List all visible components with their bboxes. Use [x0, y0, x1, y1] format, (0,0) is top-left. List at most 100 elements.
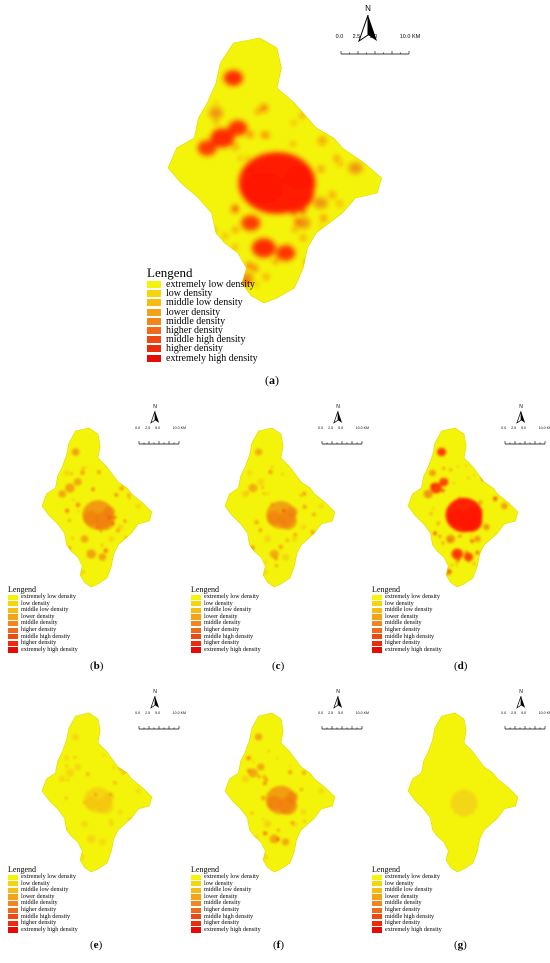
hotspot-dot — [101, 544, 104, 547]
hotspot-dot — [125, 752, 127, 755]
hotspot-dot — [442, 467, 445, 470]
legend-item: extremely high density — [147, 353, 258, 363]
legend-title: Lengend — [372, 585, 400, 594]
caption-d: (d) — [454, 660, 468, 672]
hotspot-dot — [233, 227, 238, 232]
legend-swatch — [147, 308, 161, 316]
hotspot-dot — [233, 245, 237, 249]
hotspot-dot — [62, 827, 67, 831]
hotspot-dot — [285, 244, 291, 249]
hotspot-dot — [86, 772, 90, 776]
legend-item: extremely high density — [191, 926, 261, 934]
hotspot-dot — [255, 109, 261, 114]
scale-tick-label: 0.0 — [135, 426, 141, 430]
legend-item: extremely high density — [372, 926, 442, 934]
legend-item: middle high density — [191, 913, 261, 921]
legend-title: Lengend — [8, 865, 36, 874]
hotspot-dot — [448, 570, 452, 574]
legend-swatch — [372, 614, 382, 620]
legend-label: middle density — [21, 899, 58, 907]
hotspot — [244, 172, 284, 204]
hotspot-dot — [77, 510, 79, 512]
legend-swatch — [191, 920, 201, 927]
hotspot-dot — [127, 493, 131, 496]
legend-swatch — [147, 336, 161, 344]
legend-swatch — [8, 621, 18, 627]
hotspot-dot — [223, 233, 228, 239]
north-label: N — [519, 689, 523, 695]
hotspot-dot — [280, 177, 284, 181]
hotspot — [257, 478, 265, 486]
legend-item: middle low density — [8, 887, 78, 894]
scale-tick-label: 5.0 — [338, 426, 344, 430]
hotspot-dot — [307, 861, 309, 863]
legend-label: middle density — [166, 315, 226, 327]
hotspot-dot — [300, 208, 306, 214]
hotspot — [254, 448, 263, 456]
hotspot — [208, 107, 224, 119]
hotspot-dot — [476, 520, 481, 524]
hotspot-dot — [123, 519, 127, 523]
scale-bar-graphic — [138, 440, 180, 444]
density-hotspots — [450, 789, 478, 817]
legend-label: higher density — [204, 639, 240, 647]
hotspot-dot — [492, 480, 496, 483]
legend-item: higher density — [191, 640, 261, 647]
legend-label: higher density — [166, 324, 223, 336]
scale-bar-graphic — [504, 440, 546, 444]
hotspot-dot — [288, 770, 292, 774]
hotspot-dot — [300, 235, 306, 241]
hotspot-dot — [430, 483, 435, 488]
legend-label: extremely low density — [166, 279, 255, 290]
north-arrow-icon — [516, 410, 526, 424]
legend-b: Lengend extremely low density low density m… — [8, 585, 78, 653]
hotspot-dot — [305, 836, 308, 840]
legend-label: higher density — [21, 905, 57, 913]
scale-bar-c: 0.0 2.5 5.0 10.0 KM — [318, 426, 369, 444]
scale-bar-g: 0.0 2.5 5.0 10.0 KM — [501, 711, 550, 729]
hotspot — [108, 821, 114, 827]
legend-item: higher density — [191, 906, 261, 914]
hotspot-dot — [255, 184, 260, 189]
legend-swatch — [191, 601, 201, 607]
hotspot-dot — [289, 765, 291, 767]
legend-item: extremely high density — [8, 925, 78, 934]
hotspot — [99, 838, 106, 846]
legend-swatch — [8, 634, 18, 640]
hotspot-dot — [318, 136, 327, 145]
legend-label: higher density — [166, 343, 223, 355]
scale-bar-graphic — [504, 725, 546, 729]
hotspot-dot — [91, 487, 95, 491]
legend-swatch — [147, 290, 161, 298]
hotspot-dot — [274, 556, 278, 561]
hotspot-dot — [129, 470, 133, 474]
hotspot-dot — [263, 831, 268, 836]
legend-item: higher density — [8, 640, 78, 647]
legend-item: middle density — [191, 900, 261, 907]
hotspot-dot — [113, 515, 117, 519]
legend-label: low density — [385, 879, 414, 887]
hotspot-dot — [111, 522, 115, 526]
legend-label: higher density — [385, 905, 421, 913]
hotspot-dot — [267, 493, 269, 495]
legend-label: extremely low density — [204, 873, 259, 880]
hotspot — [103, 506, 116, 518]
legend-swatch — [8, 640, 18, 647]
hotspot-dot — [441, 541, 445, 545]
legend-label: middle density — [385, 619, 422, 627]
legend-label: extremely high density — [21, 925, 78, 933]
legend-item: middle low density — [8, 607, 78, 614]
legend-item: extremely low density — [8, 593, 78, 601]
hotspot — [500, 502, 508, 510]
hotspot-dot — [125, 548, 129, 553]
legend-label: higher density — [385, 919, 421, 927]
hotspot-dot — [70, 472, 73, 475]
hotspot-dot — [107, 465, 110, 468]
scale-tick-label: 2.5 — [328, 426, 334, 430]
hotspot-dot — [455, 553, 458, 556]
hotspot-dot — [65, 797, 68, 800]
scale-tick-label: 2.5 — [352, 34, 361, 40]
legend-label: low density — [204, 599, 233, 607]
scale-tick-label: 5.0 — [521, 426, 527, 430]
